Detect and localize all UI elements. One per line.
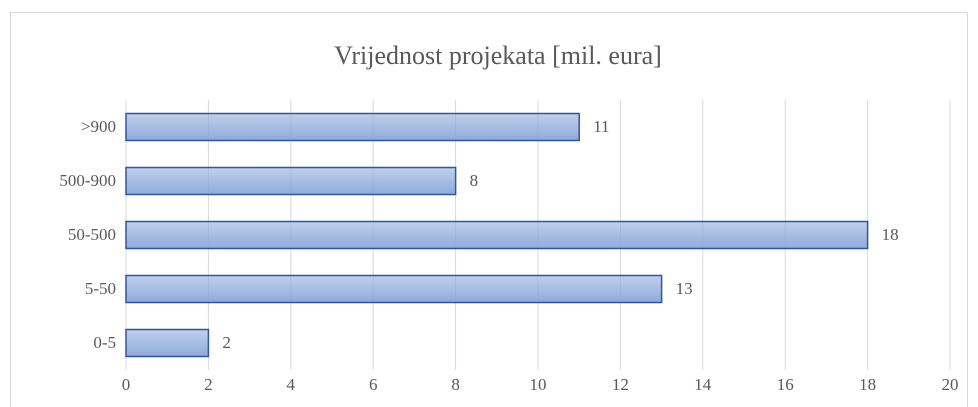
x-tick-label: 12 [612,375,629,394]
chart-title: Vrijednost projekata [mil. eura] [334,41,662,70]
bar [125,328,210,358]
x-tick-label: 0 [122,375,131,394]
y-tick-label: 50-500 [68,225,116,244]
bar [125,274,663,304]
data-label: 18 [882,225,899,244]
x-tick-label: 6 [369,375,378,394]
y-tick-label: 500-900 [59,171,116,190]
x-tick-label: 16 [777,375,794,394]
x-tick-label: 4 [287,375,296,394]
x-tick-label: 10 [530,375,547,394]
x-tick-label: 2 [204,375,213,394]
y-tick-label: 0-5 [93,333,116,352]
x-tick-label: 20 [942,375,959,394]
bar [125,112,580,142]
data-label: 2 [222,333,231,352]
bar [125,220,869,250]
bar [125,166,457,196]
x-tick-label: 14 [694,375,712,394]
y-tick-label: >900 [81,117,116,136]
data-label: 13 [676,279,693,298]
x-tick-label: 18 [859,375,876,394]
y-tick-label: 5-50 [85,279,116,298]
x-tick-label: 8 [451,375,460,394]
data-label: 8 [470,171,479,190]
data-label: 11 [593,117,609,136]
